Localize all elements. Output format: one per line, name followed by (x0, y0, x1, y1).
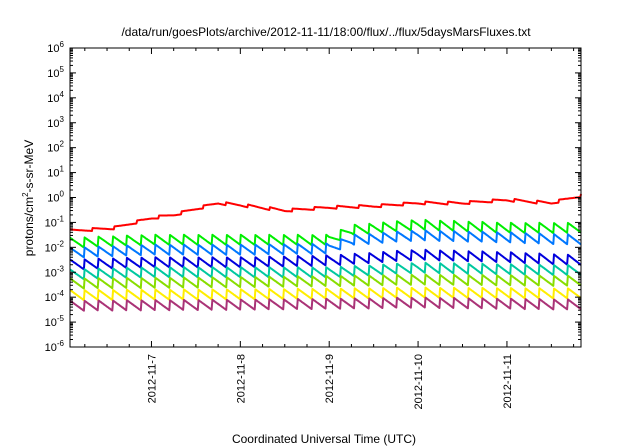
y-tick-label: 103 (47, 115, 64, 130)
x-tick-labels: 2012-11-7 2012-11-8 2012-11-9 2012-11-10 201… (146, 354, 513, 409)
y-tick-base: 10 (47, 43, 59, 55)
y-tick-base: 10 (47, 93, 59, 105)
y-tick-base: 10 (47, 68, 59, 80)
y-tick-exponent: 4 (60, 90, 65, 99)
y-tick-base: 10 (45, 267, 57, 279)
y-tick-exponent: -4 (57, 289, 65, 298)
series-line-6 (69, 273, 582, 290)
series-line-3 (69, 229, 582, 259)
y-axis-label-base: protons/cm (22, 197, 36, 256)
y-tick-exponent: 0 (60, 190, 65, 199)
y-tick-label: 101 (47, 165, 64, 180)
y-tick-base: 10 (47, 143, 59, 155)
series-layer (69, 193, 582, 312)
y-tick-label: 10-4 (45, 289, 65, 304)
y-tick-label: 104 (47, 90, 64, 105)
y-tick-base: 10 (47, 118, 59, 130)
x-tick-label: 2012-11-9 (324, 354, 336, 403)
y-tick-exponent: -1 (57, 214, 65, 223)
series-line-4 (69, 248, 582, 271)
y-tick-label: 10-1 (45, 214, 65, 229)
y-tick-label: 10-6 (45, 339, 65, 354)
series-line-8 (69, 296, 582, 312)
y-tick-exponent: 2 (60, 140, 65, 149)
x-axis-label: Coordinated Universal Time (UTC) (232, 432, 416, 446)
y-axis-label-sup: 2 (21, 192, 30, 197)
y-tick-base: 10 (47, 193, 59, 205)
x-tick-label: 2012-11-11 (502, 354, 514, 409)
y-axis-label-rest: -s-sr-MeV (22, 140, 36, 193)
y-tick-base: 10 (45, 342, 57, 354)
y-tick-exponent: -2 (57, 239, 65, 248)
y-tick-label: 10-2 (45, 239, 65, 254)
y-tick-exponent: 1 (60, 165, 65, 174)
x-tick-label: 2012-11-7 (146, 354, 158, 403)
chart-title: /data/run/goesPlots/archive/2012-11-11/1… (121, 25, 531, 39)
y-tick-label: 102 (47, 140, 64, 155)
x-tick-label: 2012-11-10 (413, 354, 425, 409)
y-tick-labels: 10-610-510-410-310-210-11001011021031041… (45, 40, 65, 354)
y-tick-exponent: 5 (60, 65, 65, 74)
y-tick-exponent: -6 (57, 339, 65, 348)
y-tick-exponent: -5 (57, 314, 65, 323)
plot-frame (69, 47, 582, 348)
series-line-1 (69, 193, 582, 232)
y-tick-exponent: -3 (57, 264, 65, 273)
x-tick-label: 2012-11-8 (235, 354, 247, 403)
y-tick-exponent: 3 (60, 115, 65, 124)
y-axis-label: protons/cm2-s-sr-MeV (21, 140, 36, 256)
y-tick-label: 105 (47, 65, 64, 80)
y-tick-exponent: 6 (60, 40, 65, 49)
y-tick-base: 10 (47, 168, 59, 180)
y-tick-base: 10 (45, 242, 57, 254)
y-tick-label: 100 (47, 190, 64, 205)
y-tick-label: 10-5 (45, 314, 65, 329)
y-tick-label: 10-3 (45, 264, 65, 279)
y-tick-base: 10 (45, 217, 57, 229)
y-tick-base: 10 (45, 317, 57, 329)
y-tick-base: 10 (45, 292, 57, 304)
y-tick-label: 106 (47, 40, 64, 55)
